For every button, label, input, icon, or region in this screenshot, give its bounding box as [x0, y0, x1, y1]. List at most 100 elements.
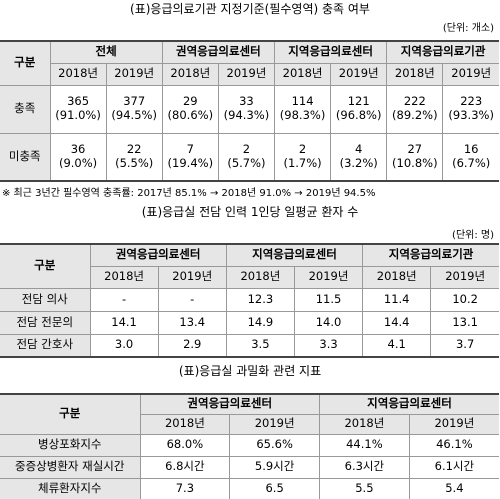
header-cell: 지역응급의료센터: [225, 243, 364, 267]
year-cell: 2018년: [319, 413, 410, 435]
cell-line: (10.8%): [392, 155, 438, 170]
year-cell: 2018년: [386, 62, 444, 86]
cell: 12.3: [225, 287, 295, 312]
year-cell: 2018년: [140, 413, 231, 435]
header-cell: 지역응급의료기관: [386, 40, 499, 64]
cell-line: (94.3%): [223, 108, 270, 122]
note: ※ 최근 3년간 필수영역 충족률: 2017년 85.1% → 2018년 9…: [2, 188, 376, 199]
cell: 121 (96.8%): [330, 84, 388, 134]
cell: 3.5: [225, 333, 295, 358]
cell-line: 121: [347, 94, 370, 109]
row-label: 충족: [0, 84, 51, 134]
cell: 3.3: [293, 333, 364, 358]
year-cell: 2019년: [217, 62, 276, 86]
cell: -: [89, 287, 159, 312]
table-title: (표)응급실 과밀화 관련 지표: [178, 364, 322, 378]
cell: 14.1: [89, 310, 159, 335]
row-label: 중증상병환자 재실시간: [0, 455, 141, 479]
cell: 14.4: [362, 310, 432, 335]
cell-line: 7: [186, 141, 194, 156]
cell: 6.1시간: [408, 455, 499, 479]
year-row: 2018년 2019년 2018년 2019년 2018년 2019년 2018년 2019년: [0, 62, 499, 86]
year-cell: 2019년: [442, 62, 499, 86]
cell-line: (93.3%): [448, 108, 494, 122]
cell: 22 (5.5%): [105, 132, 163, 182]
header-cell: 지역응급의료기관: [362, 243, 499, 267]
row-label: 전담 의사: [0, 287, 91, 312]
cell: 2 (5.7%): [217, 132, 276, 182]
row-label: 전담 전문의: [0, 310, 91, 335]
cell-line: (89.2%): [392, 108, 438, 122]
cell: 65.6%: [229, 433, 320, 457]
year-cell: 2019년: [408, 413, 499, 435]
cell-line: 2: [242, 141, 251, 156]
unit: (단위: 개소): [442, 23, 494, 34]
year-cell: 2019년: [229, 413, 320, 435]
cell: 16 (6.7%): [442, 132, 499, 182]
cell-line: (80.6%): [167, 108, 214, 122]
cell-line: (96.8%): [335, 108, 382, 122]
header-cell: 지역응급의료센터: [319, 393, 499, 415]
cell-line: (5.5%): [115, 155, 154, 170]
cell: 46.1%: [408, 433, 499, 457]
year-cell: 2019년: [157, 265, 227, 289]
data-row: 전담 간호사 3.0 2.9 3.5 3.3 4.1 3.7: [0, 333, 499, 358]
cell: 2.9: [157, 333, 227, 358]
row-label: 전담 간호사: [0, 333, 91, 358]
cell-line: 114: [291, 94, 314, 109]
cell: 114 (98.3%): [273, 84, 332, 134]
cell: 7 (19.4%): [161, 132, 219, 182]
table: 구분 권역응급의료센터 지역응급의료센터 지역응급의료기관 2018년 2019년 2018…: [0, 243, 499, 358]
cell: -: [157, 287, 227, 312]
header-row: 구분 권역응급의료센터 지역응급의료센터 지역응급의료기관: [0, 243, 499, 289]
cell-line: (94.5%): [111, 108, 157, 122]
row-label: 병상포화지수: [0, 433, 141, 457]
cell: 13.4: [157, 310, 227, 335]
cell: 4.1: [362, 333, 432, 358]
cell: 5.4: [408, 477, 499, 499]
data-row: 미충족 36 (9.0%) 22 (5.5%) 7 (19.4%) 2 (5.7%) 2 (1.7%…: [0, 132, 499, 182]
cell: 11.5: [293, 287, 364, 312]
table-title: (표)응급의료기관 지정기준(필수영역) 충족 여부: [130, 2, 370, 16]
cell-line: 16: [463, 141, 479, 156]
cell-line: (19.4%): [167, 155, 214, 170]
year-cell: 2018년: [50, 62, 107, 86]
cell: 36 (9.0%): [49, 132, 107, 182]
cell: 2 (1.7%): [273, 132, 332, 182]
cell-line: (3.2%): [339, 155, 378, 170]
row-label: 미충족: [0, 132, 51, 182]
table: 구분 권역응급의료센터 지역응급의료센터 2018년 2019년 2018년 2019년 병상…: [0, 393, 499, 499]
cell: 13.1: [430, 310, 499, 335]
table: 구분 전체 권역응급의료센터 지역응급의료센터 지역응급의료기관 2018년 2019년 20…: [0, 40, 499, 182]
cell: 29 (80.6%): [161, 84, 219, 134]
year-cell: 2019년: [330, 62, 388, 86]
cell-line: 29: [182, 94, 198, 109]
header-row: 구분 전체 권역응급의료센터 지역응급의료센터 지역응급의료기관: [0, 40, 499, 86]
cell-line: 222: [403, 94, 426, 109]
year-cell: 2018년: [362, 265, 432, 289]
header-cell: 권역응급의료센터: [139, 393, 320, 415]
header-cell: 권역응급의료센터: [161, 40, 276, 64]
year-cell: 2019년: [105, 62, 163, 86]
row-label: 체류환자지수: [0, 477, 141, 499]
year-row: 2018년 2019년 2018년 2019년 2018년 2019년: [0, 265, 499, 289]
cell-line: (9.0%): [58, 155, 98, 170]
cell: 5.5: [319, 477, 410, 499]
cell-line: (1.7%): [283, 155, 322, 170]
cell: 365 (91.0%): [49, 84, 107, 134]
cell-line: 36: [70, 141, 86, 156]
cell: 3.7: [430, 333, 499, 358]
cell: 3.0: [89, 333, 159, 358]
cell: 223 (93.3%): [442, 84, 499, 134]
data-row: 충족 365 (91.0%) 377 (94.5%) 29 (80.6%) 33 (94.3%)…: [0, 84, 499, 134]
cell: 4 (3.2%): [330, 132, 388, 182]
cell-line: 33: [239, 94, 254, 109]
header-cell: 권역응급의료센터: [89, 243, 227, 267]
cell-line: 365: [67, 94, 90, 109]
cell: 6.3시간: [319, 455, 410, 479]
unit: (단위: 명): [452, 230, 494, 241]
year-cell: 2018년: [273, 62, 332, 86]
year-row: 2018년 2019년 2018년 2019년: [0, 413, 499, 435]
year-cell: 2019년: [293, 265, 364, 289]
